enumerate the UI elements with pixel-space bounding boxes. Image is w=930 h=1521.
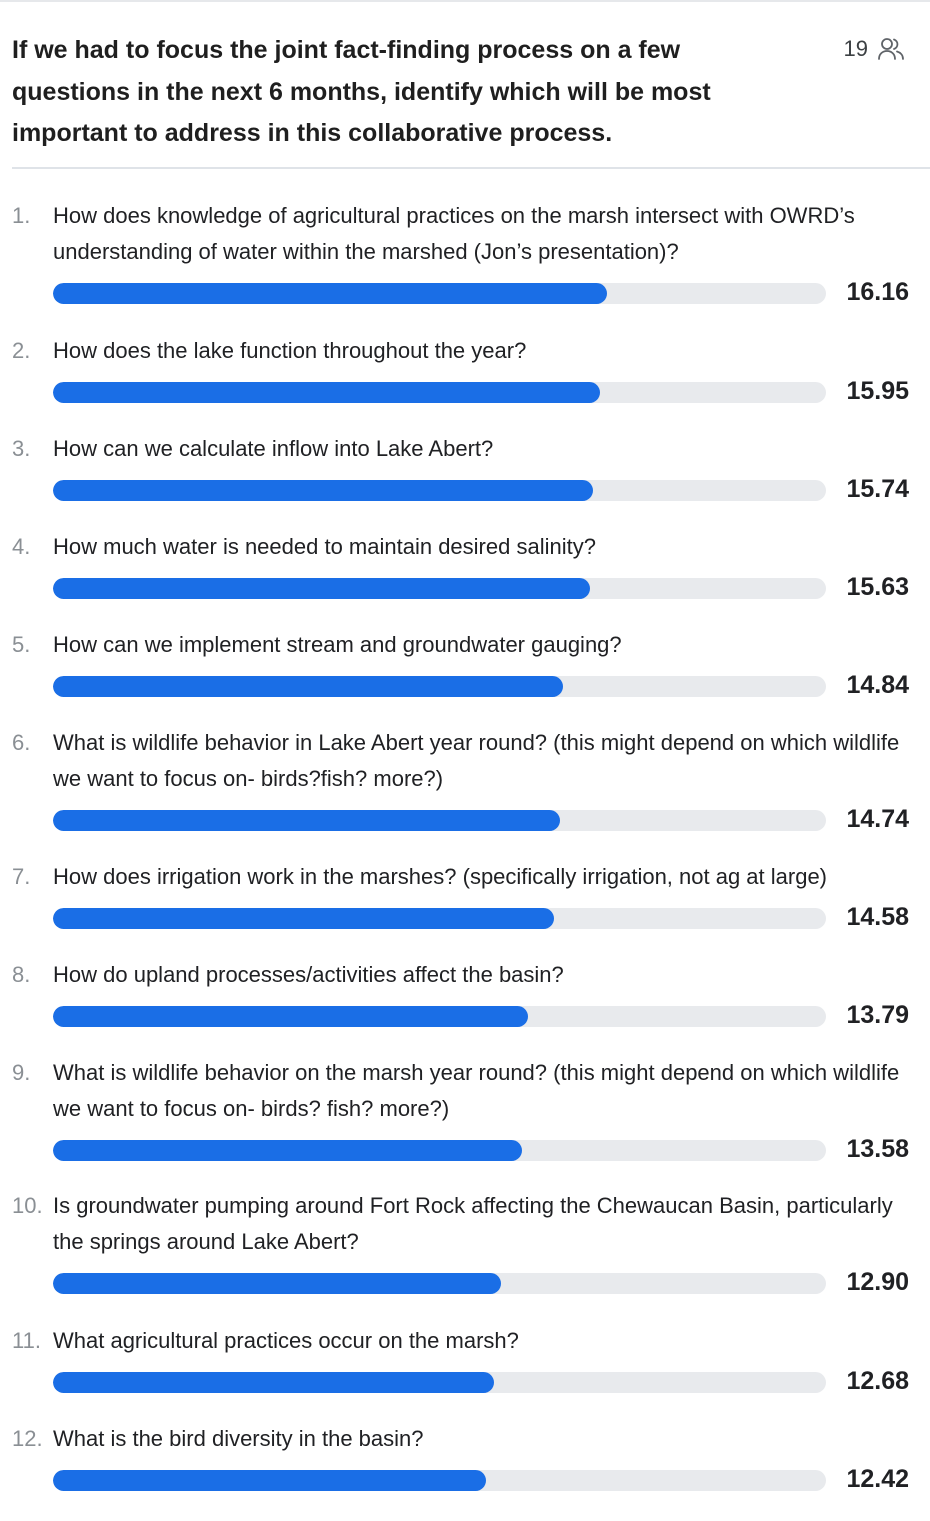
- header-divider: [12, 167, 930, 169]
- score-bar-track: [53, 908, 826, 929]
- score-bar-fill: [53, 578, 590, 599]
- result-question: What is wildlife behavior in Lake Abert …: [53, 730, 900, 791]
- result-score: 12.68: [846, 1367, 909, 1395]
- participant-count-value: 19: [843, 36, 868, 61]
- result-question: How does irrigation work in the marshes?…: [53, 864, 828, 889]
- result-question: How much water is needed to maintain des…: [53, 534, 596, 559]
- score-bar-fill: [53, 1273, 501, 1294]
- score-bar-track: [53, 810, 826, 831]
- score-bar-fill: [53, 908, 554, 929]
- poll-header: If we had to focus the joint fact-findin…: [12, 30, 918, 160]
- result-score: 13.79: [846, 1001, 909, 1029]
- top-divider: [0, 0, 930, 2]
- score-bar-fill: [53, 676, 563, 697]
- result-question: What is wildlife behavior on the marsh y…: [53, 1060, 900, 1121]
- result-score-row: 15.95: [53, 371, 920, 407]
- score-bar-track: [53, 1140, 826, 1161]
- result-question: How does knowledge of agricultural pract…: [53, 203, 855, 264]
- result-number: 8.: [12, 962, 31, 987]
- score-bar-fill: [53, 382, 600, 403]
- result-question: How do upland processes/activities affec…: [53, 962, 564, 987]
- result-number: 5.: [12, 632, 31, 657]
- result-question: What is the bird diversity in the basin?: [53, 1426, 424, 1451]
- poll-question: If we had to focus the joint fact-findin…: [12, 36, 711, 147]
- result-question: How can we implement stream and groundwa…: [53, 632, 622, 657]
- score-bar-fill: [53, 1006, 528, 1027]
- result-score-row: 16.16: [53, 272, 920, 308]
- participant-count: 19: [844, 36, 906, 62]
- result-number: 2.: [12, 338, 31, 363]
- result-score-row: 13.79: [53, 995, 920, 1031]
- score-bar-track: [53, 578, 826, 599]
- result-score: 14.58: [846, 903, 909, 931]
- result-number: 12.: [12, 1426, 43, 1451]
- result-number: 7.: [12, 864, 31, 889]
- score-bar-track: [53, 1273, 826, 1294]
- score-bar-fill: [53, 1470, 486, 1491]
- result-number: 3.: [12, 436, 31, 461]
- score-bar-track: [53, 382, 826, 403]
- result-score: 15.74: [846, 475, 909, 503]
- result-score: 15.95: [846, 377, 909, 405]
- result-number: 4.: [12, 534, 31, 559]
- score-bar-fill: [53, 1372, 494, 1393]
- score-bar-track: [53, 283, 826, 304]
- result-question: Is groundwater pumping around Fort Rock …: [53, 1193, 893, 1254]
- score-bar-track: [53, 480, 826, 501]
- results-list: 1. How does knowledge of agricultural pra…: [0, 168, 930, 1508]
- result-score: 16.16: [846, 278, 909, 306]
- result-score-row: 14.84: [53, 665, 920, 701]
- result-score: 12.90: [846, 1268, 909, 1296]
- result-score-row: 13.58: [53, 1129, 920, 1165]
- result-score-row: 15.63: [53, 567, 920, 603]
- result-score: 12.42: [846, 1465, 909, 1493]
- result-score-row: 12.42: [53, 1459, 920, 1495]
- score-bar-fill: [53, 1140, 522, 1161]
- score-bar-track: [53, 1372, 826, 1393]
- score-bar-track: [53, 1006, 826, 1027]
- people-icon: [876, 36, 906, 62]
- score-bar-track: [53, 676, 826, 697]
- score-bar-fill: [53, 283, 607, 304]
- result-question: How can we calculate inflow into Lake Ab…: [53, 436, 494, 461]
- result-number: 10.: [12, 1193, 43, 1218]
- result-score: 13.58: [846, 1135, 909, 1163]
- score-bar-track: [53, 1470, 826, 1491]
- result-score-row: 14.74: [53, 799, 920, 835]
- score-bar-fill: [53, 810, 560, 831]
- result-score-row: 14.58: [53, 897, 920, 933]
- result-number: 11.: [12, 1328, 41, 1353]
- result-number: 1.: [12, 203, 31, 228]
- result-number: 9.: [12, 1060, 31, 1085]
- result-score-row: 12.90: [53, 1262, 920, 1298]
- result-number: 6.: [12, 730, 31, 755]
- result-score-row: 15.74: [53, 469, 920, 505]
- result-score: 14.74: [846, 805, 909, 833]
- score-bar-fill: [53, 480, 593, 501]
- result-question: What agricultural practices occur on the…: [53, 1328, 519, 1353]
- result-score: 14.84: [846, 671, 909, 699]
- result-question: How does the lake function throughout th…: [53, 338, 527, 363]
- result-score: 15.63: [846, 573, 909, 601]
- result-score-row: 12.68: [53, 1361, 920, 1397]
